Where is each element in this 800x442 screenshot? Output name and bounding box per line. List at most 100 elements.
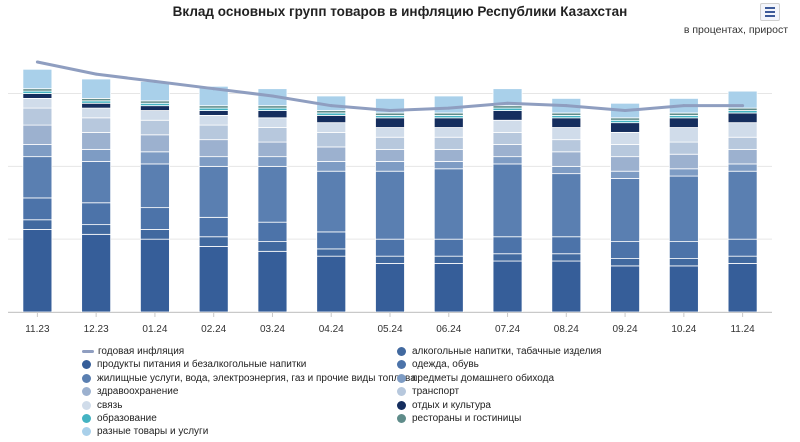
bar-segment — [316, 146, 347, 162]
bar-segment — [198, 114, 229, 126]
bar-segment — [257, 156, 288, 167]
legend-item[interactable]: продукты питания и безалкогольные напитк… — [82, 359, 306, 370]
bar-segment — [375, 148, 405, 162]
bar-segment — [140, 134, 170, 153]
legend-item[interactable]: образование — [82, 413, 157, 424]
bar-segment — [551, 165, 582, 175]
bar-segment — [140, 207, 170, 230]
legend-item[interactable]: рестораны и гостиницы — [397, 413, 521, 424]
inflation-point — [623, 109, 627, 113]
x-tick-label: 01.24 — [142, 324, 167, 335]
bar-segment — [81, 161, 112, 204]
bar-segment — [492, 131, 523, 145]
legend-label: здравоохранение — [97, 386, 179, 398]
bar-segment — [140, 81, 170, 102]
legend-dot-icon — [82, 414, 91, 423]
legend-label: продукты питания и безалкогольные напитк… — [97, 359, 307, 371]
bar-segment — [198, 165, 229, 218]
inflation-point — [153, 79, 157, 83]
bar-segment — [257, 165, 288, 223]
hamburger-menu-icon[interactable] — [760, 3, 780, 21]
bar-segment — [140, 163, 170, 209]
bar-segment — [81, 102, 112, 109]
x-tick-label: 12.23 — [84, 324, 109, 335]
bar-segment — [316, 114, 347, 124]
bar-segment — [375, 263, 405, 313]
bar-segment — [668, 265, 699, 313]
bar-segment — [727, 170, 758, 240]
legend-label: годовая инфляция — [98, 346, 185, 357]
legend-item[interactable]: связь — [82, 400, 122, 411]
legend-label: одежда, обувь — [412, 359, 479, 371]
bar-segment — [551, 260, 582, 313]
bar-segment — [551, 173, 582, 238]
bar-segment — [492, 156, 523, 165]
legend-dot-icon — [397, 373, 406, 383]
bar-segment — [140, 238, 170, 313]
bar-segment — [316, 170, 347, 233]
bar-segment — [610, 265, 640, 313]
bar-segment — [316, 255, 347, 313]
legend-label: рестораны и гостиницы — [412, 413, 522, 424]
bar-segment — [551, 151, 582, 167]
bar-segment — [140, 151, 170, 165]
bar-segment — [668, 258, 699, 267]
bar-segment — [257, 250, 288, 313]
bar-segment — [551, 253, 582, 262]
legend-item[interactable]: жилищные услуги, вода, электроэнергия, г… — [82, 373, 416, 384]
bar-segment — [22, 219, 53, 230]
bar-segment — [433, 161, 464, 170]
x-tick-label: 09.24 — [613, 324, 638, 335]
bar-segment — [551, 127, 582, 141]
legend-dot-icon — [82, 387, 91, 397]
bar-segment — [375, 136, 405, 150]
chart-subtitle: в процентах, прирост — [683, 24, 788, 36]
bar-segment — [316, 122, 347, 133]
legend-label: алкогольные напитки, табачные изделия — [412, 346, 602, 357]
legend-item[interactable]: отдых и культура — [397, 400, 491, 411]
legend-label: предметы домашнего обихода — [412, 372, 555, 384]
bar-segment — [316, 131, 347, 148]
x-tick-label: 11.23 — [25, 324, 50, 335]
legend-item[interactable]: алкогольные напитки, табачные изделия — [397, 346, 601, 357]
legend-label: разные товары и услуги — [97, 426, 209, 438]
legend-item[interactable]: разные товары и услуги — [82, 426, 208, 437]
bar-segment — [668, 153, 699, 170]
bar-segment — [433, 95, 464, 114]
bar-segment — [433, 117, 464, 128]
bar-segment — [22, 93, 53, 99]
inflation-point — [212, 87, 216, 91]
bar-segment — [433, 168, 464, 240]
bar-segment — [375, 238, 405, 257]
bar-segment — [198, 246, 229, 313]
bar-segment — [81, 107, 112, 119]
legend-dot-icon — [82, 373, 91, 383]
bar-segment — [433, 127, 464, 138]
bar-segment — [492, 144, 523, 158]
bar-segment — [727, 255, 758, 264]
bar-segment — [81, 202, 112, 226]
legend-item[interactable]: годовая инфляция — [82, 346, 184, 357]
bar-segment — [610, 241, 640, 259]
legend-item[interactable]: одежда, обувь — [397, 359, 479, 370]
bar-segment — [316, 161, 347, 172]
bar-segment — [198, 236, 229, 247]
x-tick-label: 06.24 — [436, 324, 461, 335]
bar-segment — [727, 90, 758, 109]
legend-item[interactable]: транспорт — [397, 386, 459, 397]
legend-item[interactable]: предметы домашнего обихода — [397, 373, 554, 384]
bar-segment — [81, 117, 112, 133]
bar-segment — [198, 85, 229, 107]
bar-segment — [375, 161, 405, 172]
inflation-point — [329, 104, 333, 108]
legend-item[interactable]: здравоохранение — [82, 386, 178, 397]
legend-dot-icon — [397, 360, 406, 370]
bar-segment — [22, 156, 53, 199]
bar-segment — [140, 229, 170, 240]
bar-segment — [257, 141, 288, 158]
legend-dot-icon — [397, 387, 406, 397]
bar-segment — [727, 238, 758, 257]
bar-segment — [375, 127, 405, 138]
legend-label: связь — [97, 399, 123, 411]
bar-segment — [610, 122, 640, 133]
